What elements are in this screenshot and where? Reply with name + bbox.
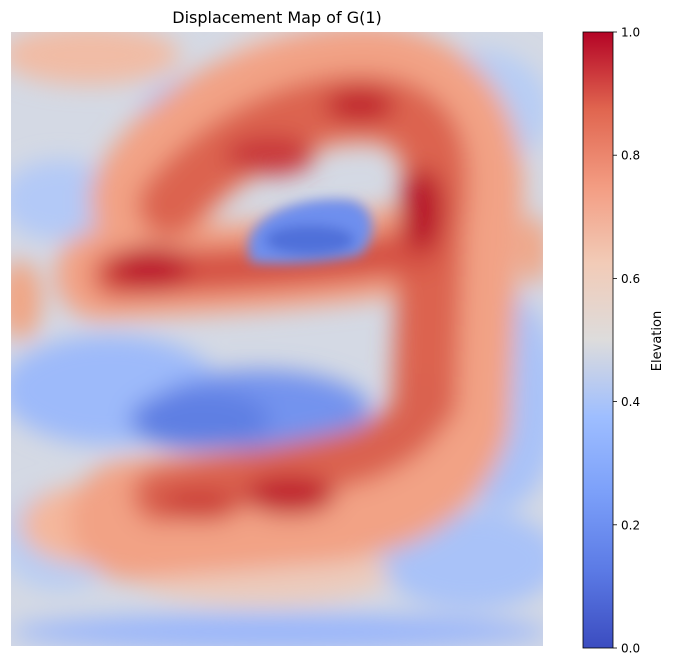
heatmap-peak (245, 475, 335, 515)
colorbar-tick-label: 0.4 (621, 395, 640, 409)
heatmap-peak (110, 246, 190, 290)
heatmap-peak (400, 168, 444, 252)
heatmap-hole (265, 225, 355, 255)
heatmap-blob (130, 390, 270, 450)
heatmap-peak (160, 489, 240, 521)
heatmap-blob (11, 160, 120, 240)
colorbar-label: Elevation (650, 311, 665, 371)
chart-title: Displacement Map of G(1) (172, 8, 382, 27)
colorbar-tick-label: 1.0 (621, 26, 640, 40)
colorbar-ticks: 0.0 0.2 0.4 0.6 0.8 1.0 (613, 26, 640, 656)
heatmap-blob (11, 32, 180, 85)
heatmap-blob (11, 260, 42, 340)
colorbar: 0.0 0.2 0.4 0.6 0.8 1.0 Elevation (582, 26, 665, 656)
colorbar-tick-label: 0.2 (621, 518, 640, 532)
heatmap-letter-stroke (132, 372, 453, 523)
heatmap-counter (248, 199, 373, 264)
heatmap-peak (325, 87, 395, 123)
heatmap-plot-area (11, 32, 543, 646)
heatmap-blob (11, 614, 543, 646)
colorbar-tick-label: 0.8 (621, 149, 640, 163)
colorbar-gradient (582, 31, 614, 649)
colorbar-tick-label: 0.6 (621, 272, 640, 286)
heatmap-peak (225, 135, 315, 175)
heatmap-blob (521, 215, 543, 285)
colorbar-tick-label: 0.0 (621, 642, 640, 656)
heatmap-field (11, 32, 543, 646)
